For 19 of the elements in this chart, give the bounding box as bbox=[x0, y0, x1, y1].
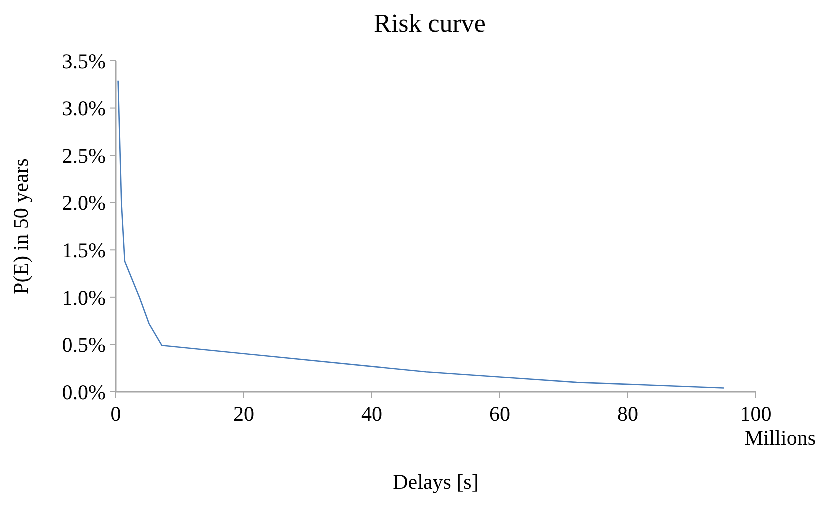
chart-title: Risk curve bbox=[374, 9, 486, 38]
x-tick-label: 60 bbox=[490, 402, 510, 426]
y-tick-label: 1.0% bbox=[62, 286, 106, 310]
x-tick-label: 100 bbox=[740, 402, 772, 426]
y-axis-title: P(E) in 50 years bbox=[9, 158, 33, 294]
x-tick-label: 20 bbox=[234, 402, 254, 426]
y-tick-label: 0.0% bbox=[62, 380, 106, 404]
y-tick-label: 2.5% bbox=[62, 144, 106, 168]
y-tick-label: 1.5% bbox=[62, 238, 106, 262]
x-tick-label: 0 bbox=[110, 402, 122, 426]
y-tick-label: 3.5% bbox=[62, 49, 106, 74]
x-tick-label: 80 bbox=[618, 402, 638, 426]
y-tick-label: 2.0% bbox=[62, 191, 106, 216]
x-tick-label: 40 bbox=[362, 402, 382, 426]
x-axis-title: Delays [s] bbox=[393, 470, 479, 494]
y-tick-label: 0.5% bbox=[62, 333, 106, 358]
line-series bbox=[118, 80, 725, 389]
y-tick-label: 3.0% bbox=[62, 96, 106, 121]
text: Millions bbox=[744, 426, 816, 450]
